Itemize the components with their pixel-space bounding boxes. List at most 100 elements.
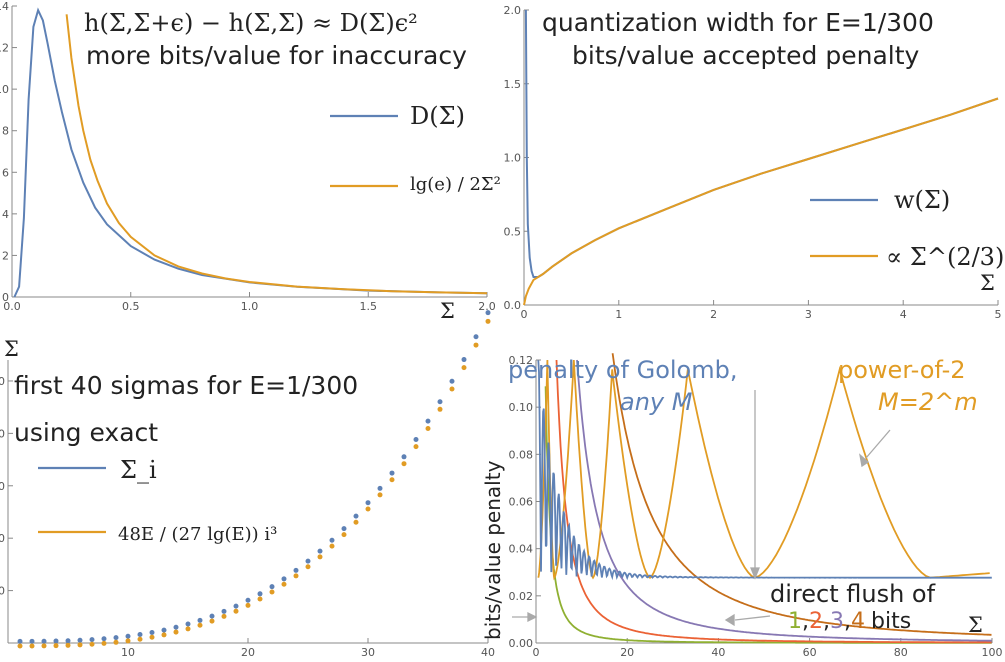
p2-y-tick-label: 1.0	[504, 152, 522, 165]
p3-point-orange	[65, 642, 71, 648]
p3-point-blue	[209, 613, 215, 619]
p3-point-blue	[269, 584, 275, 590]
p3-point-orange	[353, 519, 359, 525]
p3-point-orange	[101, 640, 107, 646]
arrow-flush	[734, 615, 771, 621]
p3-point-orange	[89, 641, 95, 647]
p3-point-blue	[365, 500, 371, 506]
p1-y-tick-label: 12	[0, 42, 9, 55]
p3-point-blue	[293, 567, 299, 573]
p3-x-tick-label: 10	[121, 646, 135, 659]
flush-comma-3: ,	[844, 609, 851, 634]
p3-point-orange	[257, 596, 263, 602]
p3-x-tick-label: 20	[241, 646, 255, 659]
p3-point-blue	[257, 591, 263, 597]
p3-point-blue	[161, 627, 167, 633]
p3-y-tick-label: 200	[0, 427, 5, 440]
p1-x-tick-label: 0.0	[3, 300, 21, 313]
p3-point-orange	[485, 318, 491, 324]
p1-x-tick-label: 2.0	[478, 300, 496, 313]
p3-point-blue	[329, 537, 335, 543]
arrow-pow2	[865, 429, 891, 459]
flush-1-label: 1	[788, 609, 802, 634]
p3-y-axis-label: Σ	[4, 337, 19, 361]
p3-legend-label-1: Σ_i	[120, 456, 157, 484]
p3-point-orange	[437, 406, 443, 412]
p4-y-tick-label: 0.00	[509, 637, 534, 650]
p4-annot-flush-line1: direct flush of	[770, 580, 936, 608]
flush-comma-1: ,	[802, 609, 809, 634]
p3-point-blue	[245, 597, 251, 603]
p3-legend-label-2: 48E / (27 lg(E)) i³	[118, 524, 277, 545]
arrow-axis-head	[527, 611, 538, 623]
p4-annot-golomb-line2: any M	[620, 388, 693, 416]
p3-point-blue	[197, 617, 203, 623]
p3-point-orange	[53, 643, 59, 649]
p3-point-orange	[233, 608, 239, 614]
p4-annot-flush-sizes: 1,2,3,4 bits	[788, 609, 911, 634]
flush-3-label: 3	[830, 609, 844, 634]
p2-y-tick-label: 0.0	[504, 299, 522, 312]
p3-point-orange	[137, 636, 143, 642]
p1-y-tick-label: 4	[2, 208, 9, 221]
p3-point-orange	[377, 492, 383, 498]
p4-y-tick-label: 0.06	[509, 496, 534, 509]
flush-2-label: 2	[809, 609, 823, 634]
p3-point-blue	[377, 485, 383, 491]
p3-point-blue	[437, 399, 443, 405]
p3-point-orange	[161, 632, 167, 638]
p1-x-tick-label: 0.5	[122, 300, 140, 313]
p4-series-brown	[611, 353, 992, 636]
p3-point-blue	[53, 638, 59, 644]
arrow-flush-head	[724, 613, 735, 627]
p2-x-tick-label: 2	[710, 308, 717, 321]
p4-series-blue	[537, 360, 992, 581]
p3-point-blue	[41, 638, 47, 644]
p3-point-orange	[413, 444, 419, 450]
p3-point-orange	[425, 425, 431, 431]
p3-title-line2: using exact	[14, 418, 158, 447]
p1-series-orange	[65, 14, 488, 295]
p1-x-axis-label: Σ	[440, 299, 455, 323]
panel-first-40-sigmas: 10 20 30 40 50 100 150 200 250 first 40 sigmas f…	[0, 310, 495, 659]
p4-y-tick-label: 0.08	[509, 448, 534, 461]
p2-x-tick-label: 5	[995, 308, 1002, 321]
p3-point-blue	[89, 637, 95, 643]
p3-point-orange	[365, 506, 371, 512]
p3-point-orange	[341, 532, 347, 538]
p3-point-blue	[185, 621, 191, 627]
p3-x-tick-label: 30	[361, 646, 375, 659]
p2-legend-label-1: w(Σ)	[894, 186, 950, 214]
p3-point-blue	[389, 470, 395, 476]
flush-4-label: 4	[851, 609, 865, 634]
p4-arrows	[512, 390, 891, 627]
p3-point-blue	[101, 636, 107, 642]
p4-x-tick-label: 20	[620, 646, 634, 659]
p4-y-axis-label: bits/value penalty	[481, 460, 505, 640]
p4-series-red	[555, 359, 992, 644]
p3-point-orange	[401, 461, 407, 467]
p3-point-orange	[449, 386, 455, 392]
p4-series-purple	[576, 359, 992, 642]
p3-point-blue	[413, 437, 419, 443]
p3-point-orange	[329, 543, 335, 549]
p3-point-orange	[149, 634, 155, 640]
p4-y-tick-label: 0.12	[509, 354, 534, 367]
p3-point-orange	[77, 642, 83, 648]
p4-x-tick-label: 0	[533, 646, 540, 659]
p3-point-orange	[293, 573, 299, 579]
p3-point-blue	[233, 603, 239, 609]
panel-quantization-width: 0 1 2 3 4 5 0.0 0.5 1.0 1.5 2.0 quantization width…	[504, 4, 1005, 321]
p2-x-axis-label: Σ	[980, 271, 995, 295]
p3-y-tick-label: 150	[0, 480, 5, 493]
p3-point-orange	[461, 365, 467, 371]
p3-point-blue	[149, 629, 155, 635]
p3-point-blue	[401, 454, 407, 460]
p3-point-blue	[353, 513, 359, 519]
p3-point-blue	[461, 357, 467, 363]
p3-x-tick-label: 40	[481, 646, 495, 659]
panel-golomb-penalty: 0 20 40 60 80 100 0.00 0.02 0.04 0.06 0.08 0.10 0.12…	[481, 353, 1003, 659]
p2-y-tick-label: 2.0	[504, 4, 522, 17]
p3-point-blue	[341, 526, 347, 532]
